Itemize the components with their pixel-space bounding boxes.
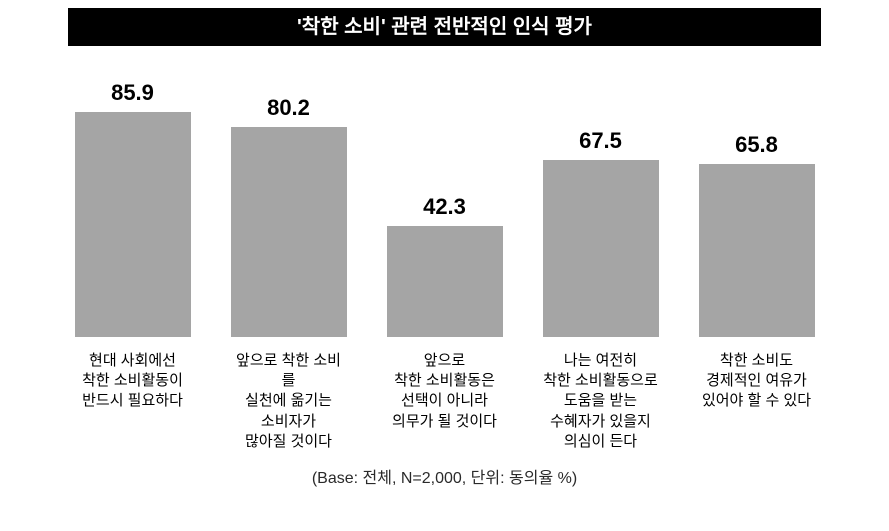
bar xyxy=(387,226,503,337)
bar-category-label: 앞으로 착한 소비를 실천에 옮기는 소비자가 많아질 것이다 xyxy=(231,351,347,452)
bar-category-label: 현대 사회에선 착한 소비활동이 반드시 필요하다 xyxy=(82,351,183,452)
bar xyxy=(75,112,191,337)
bar-category-label: 나는 여전히 착한 소비활동으로 도움을 받는 수혜자가 있을지 의심이 든다 xyxy=(543,351,658,452)
bar-value-label: 65.8 xyxy=(735,132,778,158)
bar xyxy=(543,160,659,337)
bar-group: 85.9 현대 사회에선 착한 소비활동이 반드시 필요하다 xyxy=(75,80,191,452)
bar-value-label: 80.2 xyxy=(267,95,310,121)
chart-footer-note: (Base: 전체, N=2,000, 단위: 동의율 %) xyxy=(40,464,849,488)
bar-value-label: 67.5 xyxy=(579,128,622,154)
bar xyxy=(231,127,347,337)
bar-group: 80.2 앞으로 착한 소비를 실천에 옮기는 소비자가 많아질 것이다 xyxy=(231,95,347,452)
bar xyxy=(699,164,815,336)
bar-value-label: 42.3 xyxy=(423,194,466,220)
chart-title: '착한 소비' 관련 전반적인 인식 평가 xyxy=(68,8,821,46)
bar-chart: 85.9 현대 사회에선 착한 소비활동이 반드시 필요하다 80.2 앞으로 착한 … xyxy=(40,82,849,452)
bar-category-label: 앞으로 착한 소비활동은 선택이 아니라 의무가 될 것이다 xyxy=(392,351,497,452)
bar-value-label: 85.9 xyxy=(111,80,154,106)
bar-group: 67.5 나는 여전히 착한 소비활동으로 도움을 받는 수혜자가 있을지 의심이… xyxy=(543,128,659,452)
bar-category-label: 착한 소비도 경제적인 여유가 있어야 할 수 있다 xyxy=(702,351,811,452)
bar-group: 42.3 앞으로 착한 소비활동은 선택이 아니라 의무가 될 것이다 xyxy=(387,194,503,452)
bar-group: 65.8 착한 소비도 경제적인 여유가 있어야 할 수 있다 xyxy=(699,132,815,452)
